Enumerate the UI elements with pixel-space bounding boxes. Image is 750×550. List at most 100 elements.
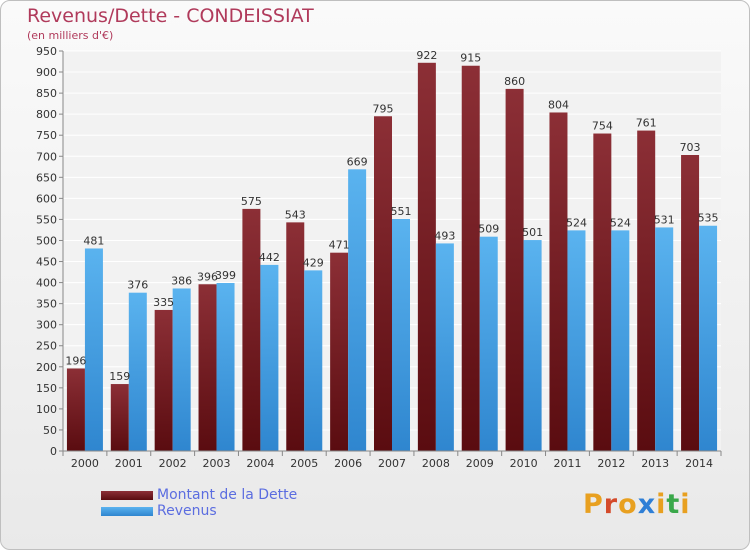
data-label-dette: 754 [592, 120, 613, 133]
y-tick-label: 200 [36, 361, 57, 374]
y-tick-label: 500 [36, 234, 57, 247]
data-label-revenus: 551 [391, 205, 412, 218]
y-tick-label: 250 [36, 340, 57, 353]
logo-letter: P [583, 489, 604, 520]
x-tick-label: 2006 [334, 457, 362, 470]
data-label-revenus: 442 [259, 251, 280, 264]
legend-item-dette: Montant de la Dette [101, 487, 297, 503]
bar-revenus [699, 225, 718, 451]
bar-dette [66, 368, 85, 451]
legend: Montant de la Dette Revenus [101, 487, 297, 519]
bar-dette [549, 112, 568, 451]
y-tick-label: 450 [36, 256, 57, 269]
y-tick-label: 700 [36, 150, 57, 163]
legend-item-revenus: Revenus [101, 503, 297, 519]
legend-label-dette: Montant de la Dette [157, 487, 298, 503]
bar-revenus [128, 292, 147, 451]
data-label-dette: 860 [504, 75, 525, 88]
y-tick-label: 800 [36, 108, 57, 121]
chart-title: Revenus/Dette - CONDEISSIAT [27, 5, 314, 27]
logo-letter: i [656, 489, 667, 520]
y-tick-label: 350 [36, 298, 57, 311]
data-label-dette: 543 [285, 208, 306, 221]
bar-dette [198, 284, 217, 451]
bar-dette [593, 133, 612, 452]
logo-letter: o [618, 489, 638, 520]
bar-dette [286, 222, 305, 451]
x-tick-label: 2009 [466, 457, 494, 470]
x-tick-label: 2007 [378, 457, 406, 470]
bar-revenus [260, 264, 279, 451]
bar-revenus [435, 243, 454, 451]
x-tick-label: 2013 [641, 457, 669, 470]
bar-revenus [479, 236, 498, 451]
logo-letter: x [637, 489, 657, 520]
x-tick-label: 2001 [115, 457, 143, 470]
data-label-revenus: 535 [698, 212, 719, 225]
data-label-dette: 335 [153, 296, 174, 309]
data-label-revenus: 376 [127, 279, 148, 292]
bar-dette [637, 130, 656, 451]
bar-revenus [172, 288, 191, 451]
y-tick-label: 0 [50, 445, 57, 458]
legend-swatch-dette [101, 490, 153, 500]
bar-revenus [304, 270, 323, 451]
data-label-revenus: 524 [610, 216, 631, 229]
proxiti-logo: Proxiti [583, 489, 691, 520]
logo-letter: t [666, 489, 681, 520]
bar-revenus [216, 283, 235, 451]
data-label-dette: 703 [680, 141, 701, 154]
data-label-dette: 396 [197, 270, 218, 283]
y-tick-label: 550 [36, 213, 57, 226]
bar-revenus [611, 230, 630, 451]
data-label-dette: 196 [65, 354, 86, 367]
data-label-revenus: 493 [434, 229, 455, 242]
data-label-dette: 761 [636, 117, 657, 130]
bar-dette [374, 116, 392, 452]
y-tick-label: 900 [36, 66, 57, 79]
data-label-revenus: 669 [347, 155, 368, 168]
legend-swatch-revenus [101, 506, 153, 516]
x-tick-label: 2003 [203, 457, 231, 470]
y-tick-label: 600 [36, 192, 57, 205]
logo-letter: r [603, 489, 619, 520]
data-label-dette: 575 [241, 195, 262, 208]
legend-label-revenus: Revenus [157, 503, 217, 519]
x-tick-label: 2014 [685, 457, 713, 470]
bar-dette [505, 88, 524, 451]
data-label-revenus: 509 [478, 223, 499, 236]
data-label-dette: 915 [460, 52, 481, 65]
x-tick-label: 2005 [290, 457, 318, 470]
bar-dette [461, 65, 480, 451]
y-tick-label: 850 [36, 87, 57, 100]
data-label-dette: 795 [373, 102, 394, 115]
y-tick-label: 400 [36, 277, 57, 290]
bar-dette [681, 155, 700, 451]
y-tick-label: 100 [36, 403, 57, 416]
data-label-dette: 471 [329, 239, 350, 252]
data-label-revenus: 524 [566, 216, 587, 229]
data-label-revenus: 481 [83, 234, 104, 247]
data-label-dette: 804 [548, 98, 569, 111]
bar-revenus [348, 169, 367, 451]
data-label-revenus: 399 [215, 269, 236, 282]
x-tick-label: 2011 [553, 457, 581, 470]
y-tick-label: 950 [36, 45, 57, 58]
data-label-revenus: 501 [522, 226, 543, 239]
y-tick-label: 750 [36, 129, 57, 142]
x-tick-label: 2004 [246, 457, 274, 470]
y-tick-label: 150 [36, 382, 57, 395]
bar-revenus [392, 219, 410, 451]
logo-letter: i [680, 489, 691, 520]
data-label-revenus: 386 [171, 274, 192, 287]
x-tick-label: 2002 [159, 457, 187, 470]
data-label-dette: 159 [109, 370, 130, 383]
data-label-dette: 922 [416, 49, 437, 62]
bar-revenus [84, 248, 103, 451]
bar-dette [110, 384, 129, 451]
x-tick-label: 2010 [510, 457, 538, 470]
bar-dette [330, 252, 349, 451]
bar-revenus [655, 227, 674, 451]
bar-revenus [567, 230, 586, 451]
